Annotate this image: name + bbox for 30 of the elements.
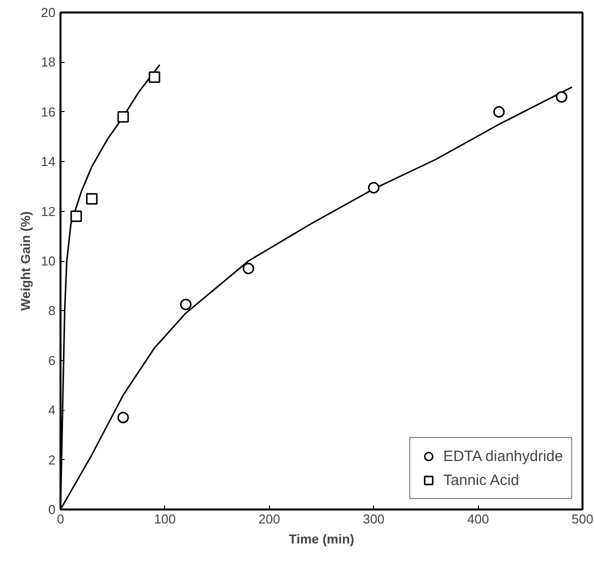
point bbox=[117, 111, 129, 123]
legend-label: EDTA dianhydride bbox=[443, 448, 563, 464]
x-axis-title: Time (min) bbox=[288, 532, 354, 546]
y-tick-label: 2 bbox=[48, 452, 56, 468]
point bbox=[70, 210, 82, 222]
y-tick-label: 20 bbox=[41, 5, 56, 20]
point bbox=[556, 91, 568, 103]
point bbox=[117, 412, 129, 424]
point bbox=[368, 182, 380, 194]
y-tick-label: 10 bbox=[41, 254, 56, 268]
y-tick-label: 8 bbox=[48, 303, 56, 318]
point bbox=[493, 106, 505, 118]
legend-label: Tannic Acid bbox=[443, 472, 520, 488]
x-tick-label: 500 bbox=[572, 512, 594, 526]
y-tick-label: 14 bbox=[41, 154, 56, 170]
x-tick-label: 300 bbox=[362, 512, 385, 526]
y-tick-label: 4 bbox=[48, 402, 56, 418]
y-tick-label: 18 bbox=[41, 54, 56, 70]
y-tick-label: 6 bbox=[48, 352, 56, 368]
point bbox=[148, 71, 160, 83]
x-tick-label: 400 bbox=[467, 512, 489, 526]
y-tick-label: 16 bbox=[41, 104, 56, 120]
y-axis-title: Weight Gain (%) bbox=[18, 211, 34, 311]
point bbox=[86, 193, 98, 205]
point bbox=[242, 262, 254, 274]
y-tick-label: 12 bbox=[41, 204, 56, 219]
x-tick-label: 200 bbox=[258, 512, 280, 526]
y-tick-label: 0 bbox=[48, 502, 56, 517]
x-tick-label: 100 bbox=[154, 512, 176, 526]
point bbox=[180, 298, 192, 310]
